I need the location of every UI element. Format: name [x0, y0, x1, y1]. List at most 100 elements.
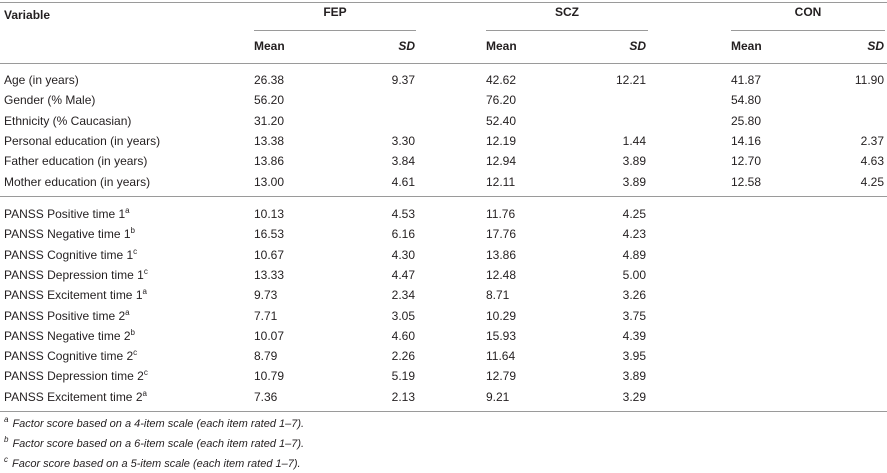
table-row: PANSS Depression time 1c 13.33 4.47 12.48 5.… [0, 265, 887, 285]
footnote-marker: c [133, 348, 138, 358]
cell-sd-fep: 4.61 [391, 174, 415, 189]
cell-mean-scz: 9.21 [486, 389, 510, 404]
cell-mean-scz: 12.19 [486, 133, 517, 148]
footnote-marker: c [143, 368, 148, 378]
row-label: PANSS Depression time 2c [4, 366, 148, 386]
row-label-text: Father education (in years) [4, 154, 148, 169]
cell-sd-scz: 3.89 [622, 174, 646, 189]
table-row: Age (in years) 26.38 9.37 42.62 12.21 41.87 11… [0, 70, 887, 90]
footnote-mark: c [4, 455, 8, 465]
row-label-text: PANSS Depression time 2 [4, 369, 144, 384]
table-row: PANSS Negative time 2b 10.07 4.60 15.93 4.39 [0, 326, 887, 346]
cell-mean-scz: 12.11 [486, 174, 516, 189]
cell-mean-fep: 7.36 [254, 389, 278, 404]
cell-mean-scz: 11.64 [486, 349, 516, 364]
section-divider-rule [0, 196, 887, 197]
footnote-marker: a [142, 388, 147, 398]
cell-sd-con: 11.90 [854, 73, 884, 87]
footnote-marker: b [130, 327, 135, 337]
table-bottom-rule [0, 411, 887, 412]
cell-mean-scz: 13.86 [486, 247, 517, 262]
table-row: PANSS Cognitive time 2c 8.79 2.26 11.64 3.95 [0, 346, 887, 366]
sd-header-scz: SD [629, 39, 646, 53]
row-label-text: PANSS Positive time 2 [4, 308, 126, 323]
cell-mean-scz: 10.29 [486, 308, 517, 323]
cell-sd-scz: 3.29 [622, 389, 646, 404]
table-row: Personal education (in years) 13.38 3.30 12… [0, 131, 887, 151]
cell-mean-scz: 42.62 [486, 73, 517, 87]
cell-sd-scz: 4.89 [622, 247, 646, 262]
footnote-marker: b [130, 226, 135, 236]
footnote-marker: a [125, 206, 130, 215]
cell-mean-con: 14.16 [731, 133, 762, 148]
row-label-text: Age (in years) [4, 73, 79, 87]
cell-mean-fep: 13.33 [254, 267, 285, 282]
row-label-text: Personal education (in years) [4, 133, 161, 148]
cell-mean-fep: 13.00 [254, 174, 285, 189]
header-bottom-rule [0, 63, 887, 64]
footnote-text: Factor score based on a 6-item scale (ea… [12, 438, 305, 450]
footnote: a Factor score based on a 4-item scale (e… [4, 416, 304, 430]
footnote: c Facor score based on a 5-item scale (ea… [4, 455, 301, 470]
cell-mean-fep: 13.86 [254, 154, 285, 169]
cell-sd-scz: 4.23 [622, 227, 646, 242]
cell-sd-fep: 4.30 [391, 247, 415, 262]
table-row: PANSS Positive time 2a 7.71 3.05 10.29 3.75 [0, 306, 887, 326]
cell-sd-scz: 3.89 [622, 369, 646, 384]
table-row: PANSS Cognitive time 1c 10.67 4.30 13.86 4.8… [0, 245, 887, 265]
cell-sd-fep: 2.13 [391, 389, 415, 404]
cell-mean-scz: 15.93 [486, 328, 517, 343]
footnote: b Factor score based on a 6-item scale (e… [4, 436, 305, 450]
row-label-text: PANSS Cognitive time 1 [4, 247, 134, 262]
footnote-marker: a [142, 287, 147, 297]
cell-sd-fep: 6.16 [391, 227, 415, 242]
row-label: Personal education (in years) [4, 131, 160, 151]
cell-mean-con: 41.87 [731, 73, 762, 87]
cell-mean-con: 54.80 [731, 93, 762, 108]
cell-mean-fep: 56.20 [254, 93, 285, 108]
table-top-rule [0, 2, 887, 3]
footnote-marker: a [125, 307, 130, 317]
table-row: Gender (% Male) 56.20 76.20 54.80 [0, 90, 887, 110]
cell-sd-fep: 2.34 [391, 288, 415, 303]
cell-mean-scz: 11.76 [486, 207, 516, 221]
cell-sd-fep: 2.26 [391, 349, 415, 364]
cell-sd-scz: 3.75 [622, 308, 646, 323]
table-row: Ethnicity (% Caucasian) 31.20 52.40 25.80 [0, 111, 887, 131]
subheader-row: Mean SD Mean SD Mean SD [0, 36, 887, 56]
row-label: PANSS Cognitive time 1c [4, 245, 137, 265]
sd-header-con: SD [867, 39, 884, 53]
cell-mean-fep: 16.53 [254, 227, 285, 242]
cell-mean-scz: 12.48 [486, 267, 517, 282]
cell-mean-con: 12.70 [731, 154, 762, 169]
cell-mean-scz: 12.79 [486, 369, 517, 384]
cell-mean-fep: 10.79 [254, 369, 285, 384]
cell-mean-scz: 76.20 [486, 93, 517, 108]
row-label-text: PANSS Negative time 2 [4, 328, 131, 343]
sd-header-fep: SD [398, 39, 415, 53]
footnote-marker: c [143, 266, 148, 276]
row-label-text: PANSS Excitement time 2 [4, 389, 143, 404]
row-label: Father education (in years) [4, 151, 147, 171]
table-row: Mother education (in years) 13.00 4.61 12.1… [0, 172, 887, 192]
row-label: PANSS Negative time 1b [4, 224, 135, 244]
row-label: Gender (% Male) [4, 90, 95, 110]
cell-sd-scz: 1.44 [622, 133, 646, 148]
row-label: Mother education (in years) [4, 172, 150, 192]
row-label-text: PANSS Positive time 1 [4, 207, 126, 221]
table-row: PANSS Negative time 1b 16.53 6.16 17.76 4.23 [0, 224, 887, 244]
group-header-fep: FEP [323, 5, 347, 19]
cell-mean-fep: 13.38 [254, 133, 285, 148]
mean-header-fep: Mean [254, 39, 285, 53]
cell-sd-con: 4.63 [860, 154, 884, 169]
footnote-text: Facor score based on a 5-item scale (eac… [12, 458, 301, 470]
variable-header: Variable [4, 8, 51, 22]
footnote-marker: c [133, 246, 138, 256]
cell-sd-scz: 4.39 [622, 328, 646, 343]
cell-sd-con: 2.37 [860, 133, 884, 148]
cell-sd-fep: 5.19 [391, 369, 415, 384]
cell-mean-fep: 9.73 [254, 288, 278, 303]
group-header-con: CON [794, 5, 822, 19]
cell-sd-scz: 5.00 [622, 267, 646, 282]
cell-sd-fep: 4.53 [391, 207, 415, 221]
